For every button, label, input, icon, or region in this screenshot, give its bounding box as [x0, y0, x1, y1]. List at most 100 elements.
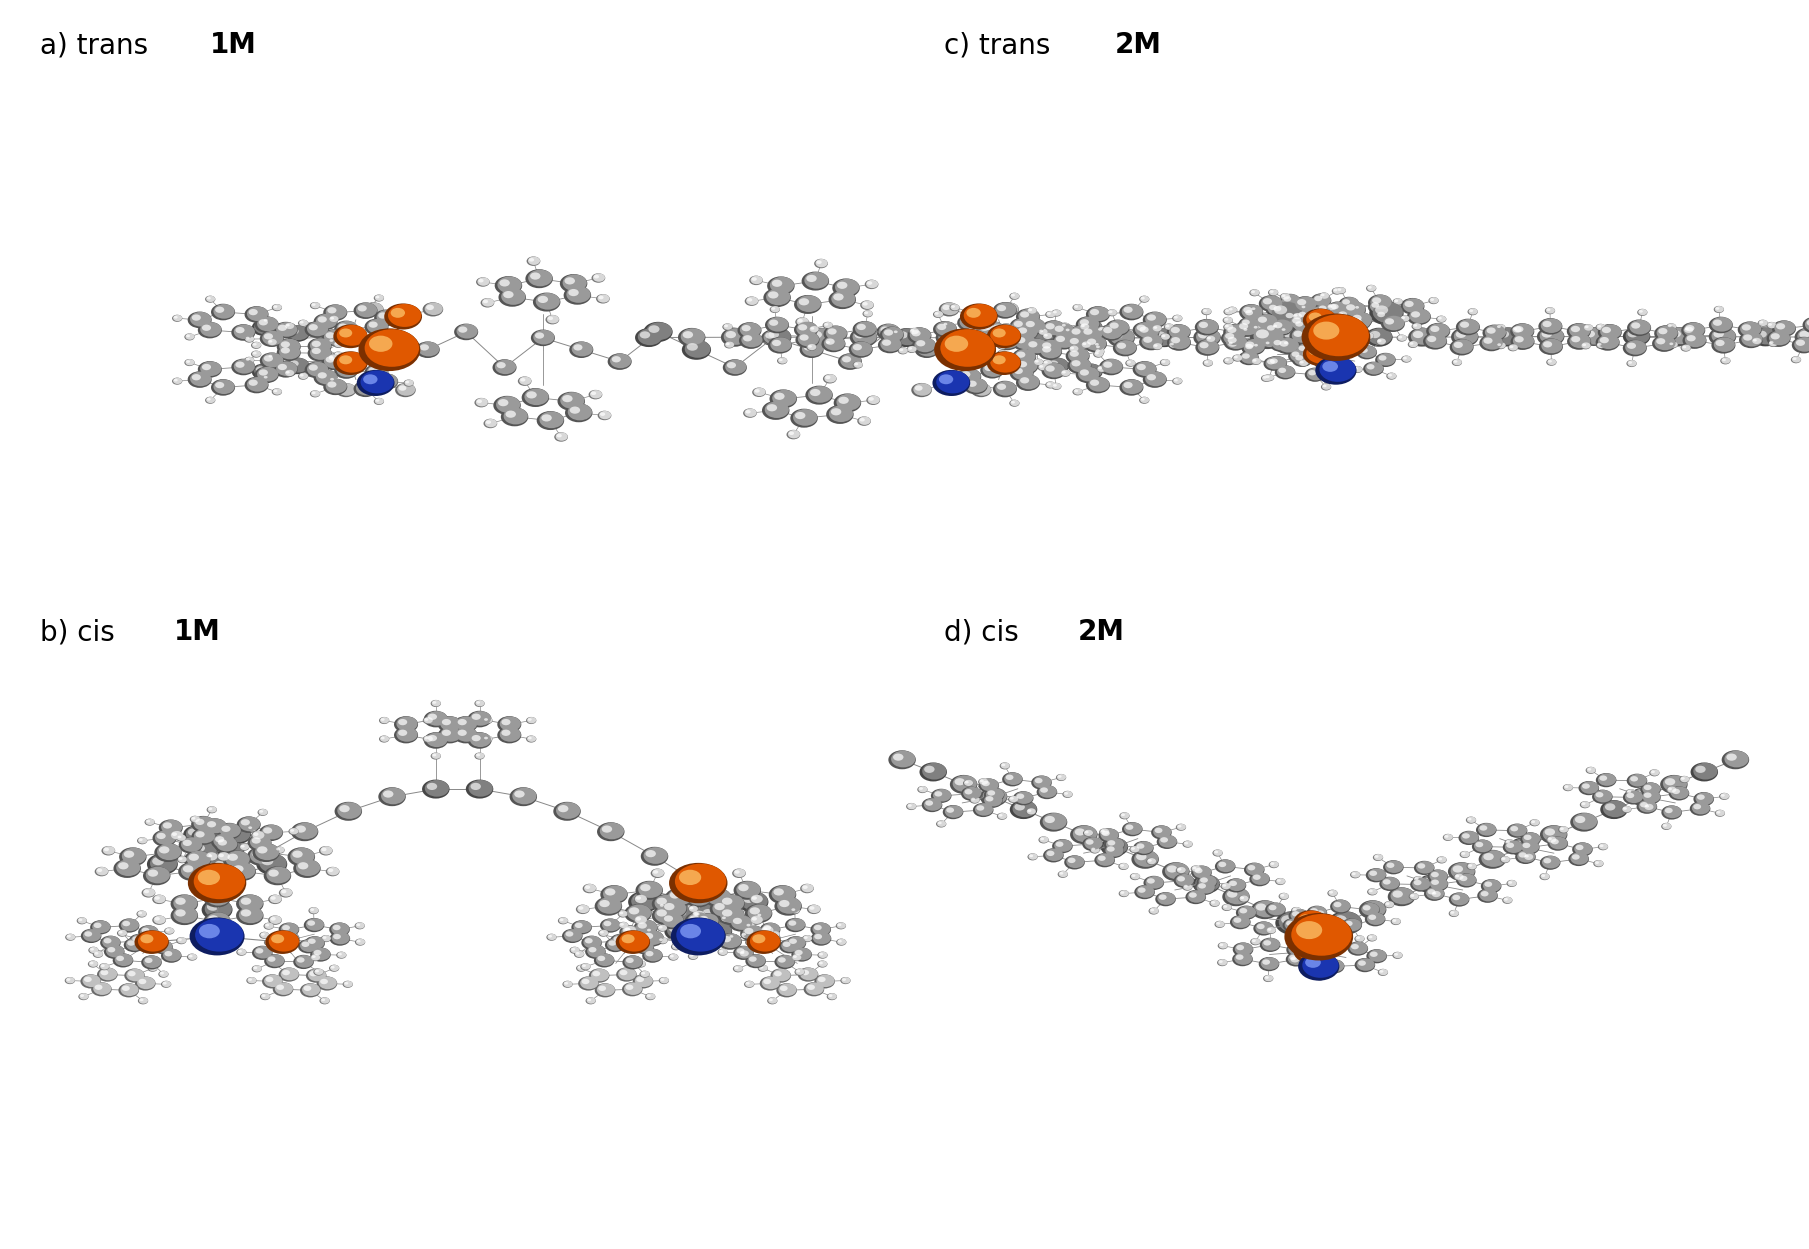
- Circle shape: [165, 928, 174, 934]
- Circle shape: [879, 326, 904, 343]
- Circle shape: [745, 296, 758, 305]
- Circle shape: [982, 788, 1008, 804]
- Circle shape: [767, 997, 778, 1004]
- Circle shape: [223, 851, 250, 869]
- Circle shape: [1328, 889, 1337, 897]
- Circle shape: [1599, 843, 1608, 849]
- Circle shape: [119, 918, 139, 933]
- Circle shape: [1306, 368, 1324, 381]
- Circle shape: [268, 894, 282, 904]
- Circle shape: [1156, 892, 1176, 907]
- Circle shape: [1355, 367, 1359, 370]
- Circle shape: [1427, 889, 1435, 894]
- Circle shape: [1026, 332, 1037, 338]
- Circle shape: [581, 963, 590, 970]
- Circle shape: [121, 919, 139, 932]
- Circle shape: [264, 867, 291, 886]
- Circle shape: [1094, 343, 1098, 346]
- Circle shape: [1328, 962, 1335, 967]
- Circle shape: [1304, 939, 1315, 947]
- Circle shape: [592, 970, 601, 977]
- Circle shape: [1650, 769, 1659, 776]
- Circle shape: [286, 357, 309, 375]
- Circle shape: [137, 931, 168, 952]
- Circle shape: [1402, 356, 1411, 362]
- Circle shape: [885, 330, 894, 336]
- Circle shape: [279, 923, 298, 937]
- Circle shape: [1353, 366, 1362, 372]
- Circle shape: [852, 321, 877, 337]
- Circle shape: [1411, 322, 1422, 330]
- Circle shape: [557, 806, 568, 812]
- Circle shape: [235, 906, 264, 926]
- Circle shape: [999, 351, 1002, 353]
- Circle shape: [865, 311, 868, 315]
- Circle shape: [1263, 357, 1284, 371]
- Circle shape: [733, 868, 745, 878]
- Circle shape: [1509, 346, 1514, 348]
- Circle shape: [1138, 887, 1145, 893]
- Circle shape: [932, 788, 952, 803]
- Circle shape: [745, 296, 758, 306]
- Circle shape: [427, 305, 434, 310]
- Circle shape: [1123, 306, 1132, 313]
- Circle shape: [555, 802, 581, 819]
- Circle shape: [1348, 312, 1373, 328]
- Circle shape: [979, 328, 1006, 347]
- Circle shape: [1266, 356, 1286, 370]
- Circle shape: [251, 965, 262, 973]
- Circle shape: [127, 938, 145, 950]
- Circle shape: [1503, 841, 1523, 854]
- Circle shape: [1073, 304, 1084, 311]
- Circle shape: [1080, 320, 1089, 326]
- Circle shape: [637, 942, 644, 948]
- Circle shape: [226, 851, 250, 868]
- Circle shape: [1451, 327, 1478, 346]
- Circle shape: [763, 926, 771, 931]
- Circle shape: [787, 937, 805, 949]
- Circle shape: [660, 977, 669, 983]
- Circle shape: [423, 302, 443, 316]
- Circle shape: [1449, 911, 1460, 917]
- Circle shape: [743, 408, 756, 418]
- Circle shape: [1227, 306, 1237, 313]
- Circle shape: [762, 977, 780, 989]
- Circle shape: [1312, 294, 1331, 307]
- Circle shape: [1225, 323, 1234, 330]
- Circle shape: [251, 342, 260, 348]
- Circle shape: [555, 432, 568, 441]
- Circle shape: [264, 333, 273, 340]
- Circle shape: [1713, 320, 1722, 326]
- Circle shape: [941, 330, 995, 367]
- Circle shape: [745, 939, 754, 945]
- Circle shape: [838, 923, 841, 927]
- Circle shape: [534, 330, 555, 345]
- Circle shape: [1015, 348, 1037, 363]
- Circle shape: [393, 331, 402, 337]
- Circle shape: [121, 985, 130, 990]
- Circle shape: [1060, 370, 1071, 377]
- Circle shape: [668, 953, 678, 960]
- Circle shape: [865, 280, 879, 289]
- Circle shape: [101, 846, 116, 856]
- Circle shape: [1402, 299, 1424, 313]
- Circle shape: [1094, 351, 1103, 357]
- Circle shape: [1102, 831, 1109, 836]
- Circle shape: [713, 901, 736, 917]
- Circle shape: [1225, 333, 1234, 340]
- Circle shape: [456, 323, 478, 338]
- Circle shape: [1681, 777, 1684, 779]
- Circle shape: [1236, 327, 1264, 347]
- Circle shape: [1035, 778, 1042, 783]
- Circle shape: [92, 921, 110, 933]
- Circle shape: [298, 939, 318, 953]
- Circle shape: [1653, 325, 1679, 342]
- Circle shape: [1321, 333, 1324, 336]
- Circle shape: [1424, 333, 1447, 350]
- Circle shape: [192, 842, 217, 858]
- Circle shape: [592, 274, 606, 282]
- Circle shape: [253, 832, 259, 836]
- Circle shape: [935, 312, 939, 315]
- Circle shape: [1366, 949, 1388, 963]
- Circle shape: [838, 939, 841, 943]
